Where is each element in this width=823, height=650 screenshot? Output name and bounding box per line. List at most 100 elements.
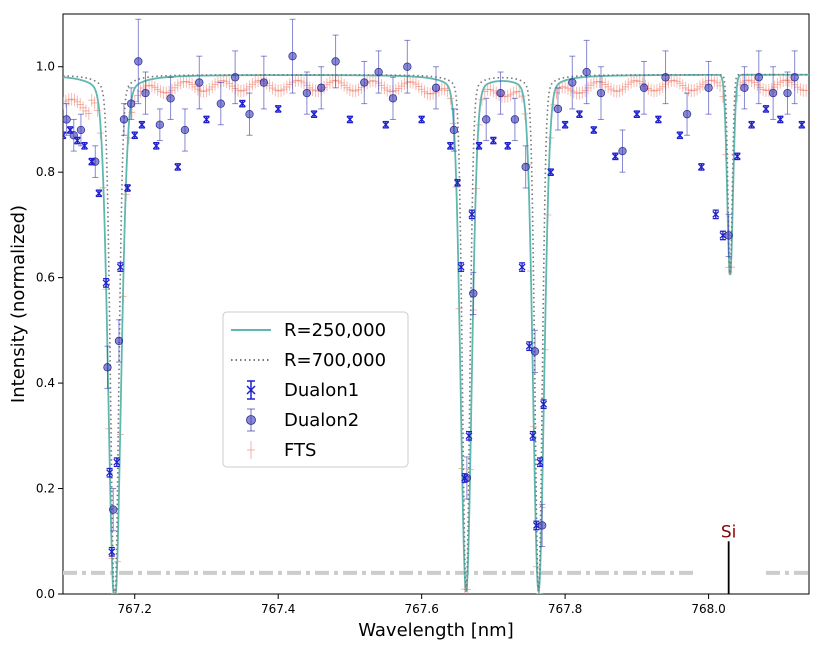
- dualon2-point: [216, 82, 225, 126]
- fts-point: [619, 82, 626, 96]
- dualon1-point: [418, 115, 426, 124]
- fts-point: [383, 83, 391, 97]
- r700k-model-line: [63, 73, 809, 594]
- fts-point: [624, 77, 632, 91]
- fts-point: [561, 80, 569, 94]
- legend-box: [222, 311, 409, 468]
- dualon1-point: [446, 142, 454, 150]
- fts-point: [598, 76, 606, 89]
- dualon1-point: [654, 115, 662, 124]
- dualon1-point: [468, 209, 476, 220]
- fts-point: [223, 75, 231, 89]
- fts-point: [286, 78, 294, 91]
- fts-point: [202, 84, 210, 98]
- fts-point: [587, 78, 595, 92]
- dualon2-point: [724, 213, 733, 258]
- legend-label-dualon2: Dualon2: [284, 410, 359, 431]
- dualon2-series-layer: [63, 18, 799, 548]
- dualon2-point: [126, 87, 136, 120]
- fts-point: [400, 77, 408, 91]
- legend-marker-dualon1: [246, 380, 256, 400]
- fts-point: [174, 78, 182, 92]
- plot-frame: [62, 13, 810, 595]
- fts-point: [670, 74, 678, 87]
- legend: R=250,000 R=700,000 Dualon1 Dualon2 FTS: [222, 311, 409, 468]
- fts-point: [63, 94, 70, 108]
- fts-point: [211, 78, 219, 91]
- dualon1-point: [131, 131, 139, 140]
- dualon1-point: [461, 473, 469, 483]
- x-tick-label: 768.0: [691, 602, 725, 616]
- x-axis: 767.2 767.4 767.6 767.8 768.0: [118, 594, 726, 616]
- fts-point: [636, 75, 644, 88]
- fts-point: [745, 73, 753, 87]
- y-axis: 0.0 0.2 0.4 0.6 0.8 1.0: [36, 60, 63, 601]
- dualon2-point: [596, 66, 606, 120]
- dualon2-point: [783, 71, 792, 115]
- fts-point: [271, 83, 279, 97]
- fts-point: [627, 75, 635, 89]
- dualon1-point: [382, 120, 390, 129]
- y-tick-label: 1.0: [36, 60, 55, 74]
- fts-point: [676, 76, 684, 90]
- fts-point: [564, 81, 572, 95]
- dualon1-point: [346, 115, 354, 124]
- fts-point: [785, 74, 793, 87]
- fts-point: [398, 79, 406, 93]
- legend-marker-dualon2: [246, 408, 256, 432]
- fts-point: [283, 80, 291, 94]
- dualon2-point: [538, 503, 547, 548]
- fts-point: [596, 75, 604, 88]
- fts-point: [268, 81, 276, 95]
- fts-point: [796, 82, 804, 96]
- fts-point: [489, 84, 497, 98]
- x-tick-label: 767.2: [118, 602, 152, 616]
- dualon2-point: [469, 271, 478, 316]
- model-lines-layer: [63, 73, 809, 594]
- legend-label-r700k: R=700,000: [284, 350, 386, 371]
- dualon2-point: [119, 103, 129, 136]
- fts-point: [713, 76, 721, 90]
- dualon2-point: [639, 60, 649, 115]
- fts-point: [145, 78, 153, 92]
- fts-point: [601, 78, 609, 91]
- fts-point: [575, 86, 583, 100]
- fts-point: [607, 82, 615, 96]
- dualon2-point: [302, 71, 312, 115]
- dualon2-point: [109, 488, 118, 532]
- dualon2-point: [582, 39, 591, 105]
- fts-point: [802, 84, 809, 97]
- dualon1-point: [81, 142, 88, 150]
- dualon2-point: [568, 55, 577, 110]
- dualon2-point: [740, 66, 749, 110]
- dualon1-point: [536, 457, 544, 468]
- fts-point: [756, 81, 764, 94]
- dualon1-point: [203, 115, 210, 124]
- legend-label-dualon1: Dualon1: [284, 380, 359, 401]
- dualon2-point: [141, 71, 150, 115]
- fts-point: [507, 88, 515, 102]
- fts-point: [300, 76, 308, 90]
- fts-point: [346, 83, 354, 97]
- dualon1-point: [88, 157, 96, 166]
- fts-point: [228, 79, 236, 93]
- dualon1-point: [95, 189, 103, 198]
- fts-point: [148, 79, 156, 93]
- fts-point: [633, 74, 641, 87]
- dualon1-point: [697, 163, 705, 171]
- fts-point: [73, 95, 81, 109]
- fts-point: [340, 78, 348, 92]
- fts-point: [656, 82, 664, 96]
- dualon2-point: [661, 50, 670, 105]
- fts-point: [205, 82, 213, 96]
- fts-point: [773, 78, 781, 91]
- dualon1-point: [152, 142, 160, 150]
- dualon1-point: [274, 105, 282, 113]
- fts-point: [392, 84, 400, 97]
- fts-point: [343, 81, 351, 95]
- dualon2-point: [195, 55, 204, 110]
- y-tick-label: 0.8: [36, 165, 55, 179]
- dualon1-series-layer: [63, 99, 806, 557]
- fts-point: [613, 85, 621, 98]
- fts-point: [294, 74, 302, 87]
